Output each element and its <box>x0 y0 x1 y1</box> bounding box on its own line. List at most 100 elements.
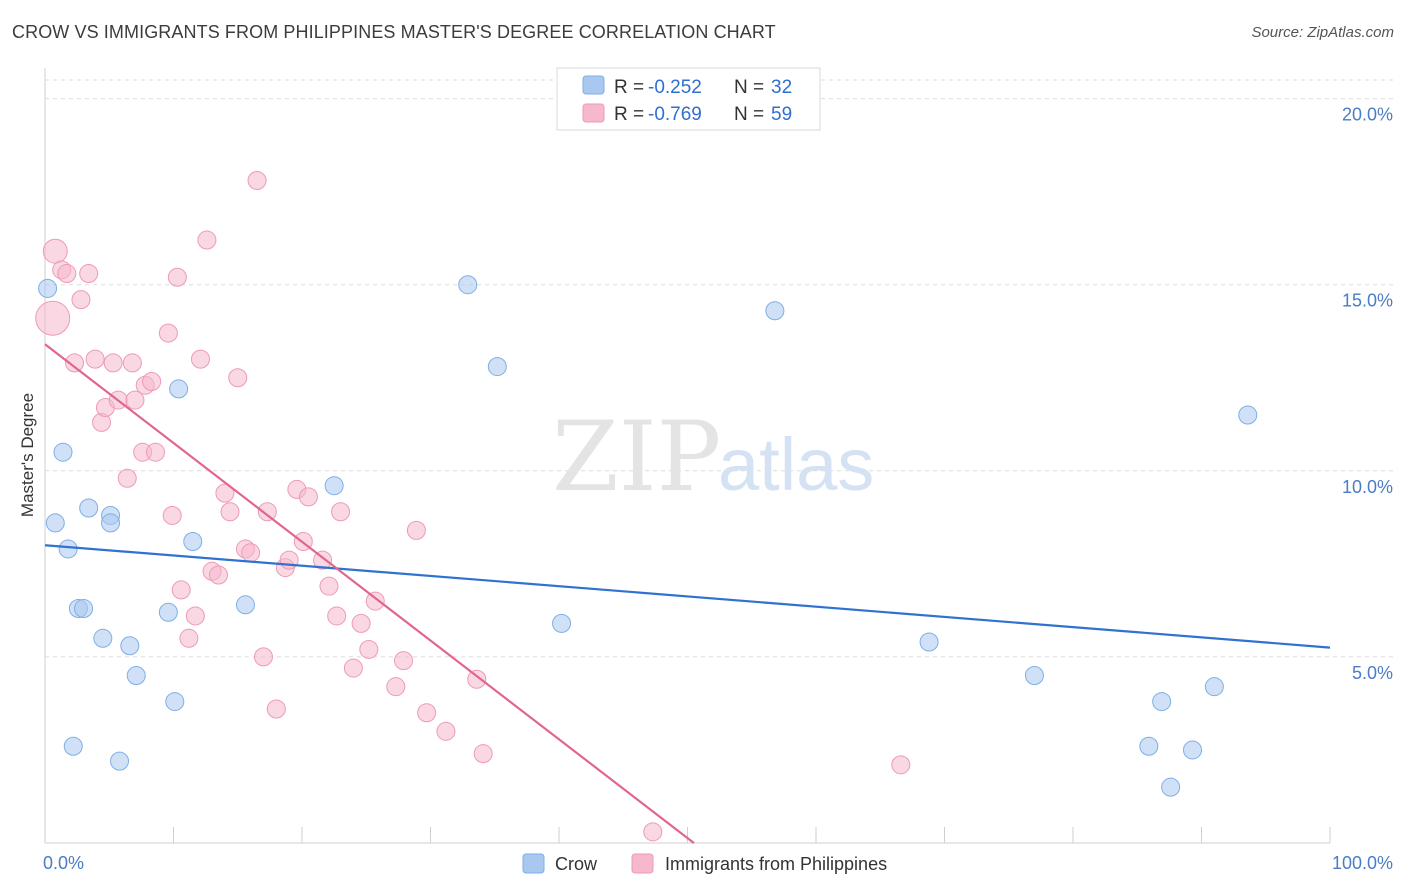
point-s1-10 <box>103 353 123 373</box>
series-legend-label-crow: Crow <box>555 854 598 874</box>
point-s1-23 <box>179 628 199 648</box>
point-s1-5 <box>71 290 91 310</box>
point-s1-22 <box>171 580 191 600</box>
watermark-atlas: atlas <box>718 423 874 506</box>
point-s1-49 <box>359 639 379 659</box>
y-tick-label-3: 20.0% <box>1342 105 1393 125</box>
series-legend-swatch-philippines <box>631 853 654 874</box>
point-s1-6 <box>79 264 99 284</box>
point-s1-14 <box>125 390 145 410</box>
point-s1-18 <box>146 442 166 462</box>
point-s1-57 <box>473 744 493 764</box>
point-s0-12 <box>120 636 140 656</box>
point-s0-27 <box>1152 692 1172 712</box>
point-s1-45 <box>327 606 347 626</box>
point-s0-30 <box>1204 677 1224 697</box>
watermark-zip: ZIP <box>552 401 721 513</box>
point-s0-11 <box>110 751 130 771</box>
point-s0-20 <box>458 275 478 295</box>
point-s0-25 <box>1024 666 1044 686</box>
chart-title: CROW VS IMMIGRANTS FROM PHILIPPINES MAST… <box>12 22 776 42</box>
point-s1-52 <box>394 651 414 671</box>
point-s0-19 <box>324 476 344 496</box>
point-s1-58 <box>643 822 663 842</box>
y-axis-label: Master's Degree <box>18 393 37 517</box>
point-s0-2 <box>53 442 73 462</box>
y-tick-label-0: 5.0% <box>1352 663 1393 683</box>
point-s1-26 <box>197 230 217 250</box>
point-s0-7 <box>79 498 99 518</box>
point-s0-0 <box>38 278 58 298</box>
trend-line-s0 <box>44 544 1331 649</box>
point-s1-47 <box>343 658 363 678</box>
gridlines <box>45 79 1393 658</box>
point-s1-7 <box>85 349 105 369</box>
point-s0-18 <box>235 595 255 615</box>
legend-n-label-philippines: N = <box>734 104 764 125</box>
point-s1-12 <box>117 468 137 488</box>
point-s1-29 <box>215 483 235 503</box>
point-s1-21 <box>167 267 187 287</box>
legend-n-value-crow: 32 <box>771 77 792 98</box>
point-s1-42 <box>298 487 318 507</box>
point-s1-20 <box>162 505 182 525</box>
point-s1-13 <box>122 353 142 373</box>
point-s1-44 <box>319 576 339 596</box>
point-s1-54 <box>417 703 437 723</box>
legend-r-label-philippines: R = <box>614 104 644 125</box>
legend-n-label-crow: N = <box>734 77 764 98</box>
point-s0-6 <box>74 599 94 619</box>
point-s1-56 <box>467 669 487 689</box>
point-s1-4 <box>65 353 85 373</box>
point-s0-3 <box>58 539 78 559</box>
legend-n-value-philippines: 59 <box>771 104 792 125</box>
point-s1-24 <box>185 606 205 626</box>
x-tick-label-0: 0.0% <box>43 853 84 873</box>
legend-r-value-crow: -0.252 <box>648 77 702 98</box>
trend-lines <box>44 343 1331 844</box>
point-s0-17 <box>183 532 203 552</box>
point-s0-22 <box>552 613 572 633</box>
legend-swatch-crow <box>582 75 605 95</box>
axes <box>44 68 1331 844</box>
point-s0-10 <box>101 513 121 533</box>
point-s1-0 <box>35 300 71 336</box>
point-s1-59 <box>891 755 911 775</box>
legend-r-label-crow: R = <box>614 77 644 98</box>
point-s0-21 <box>487 357 507 377</box>
point-s1-39 <box>279 550 299 570</box>
point-s1-3 <box>57 264 77 284</box>
legend-r-value-philippines: -0.769 <box>648 104 702 125</box>
point-s1-19 <box>158 323 178 343</box>
tick-labels: 5.0% 10.0% 15.0% 20.0% 0.0% 100.0% <box>43 105 1393 873</box>
y-tick-label-2: 15.0% <box>1342 291 1393 311</box>
point-s1-37 <box>266 699 286 719</box>
point-s0-14 <box>158 602 178 622</box>
point-s0-28 <box>1161 777 1181 797</box>
point-s1-25 <box>190 349 210 369</box>
series-legend-label-philippines: Immigrants from Philippines <box>665 854 887 874</box>
point-s0-23 <box>765 301 785 321</box>
point-s1-17 <box>142 371 162 391</box>
point-s0-29 <box>1183 740 1203 760</box>
point-s1-50 <box>365 591 385 611</box>
point-s1-33 <box>241 543 261 563</box>
point-s0-26 <box>1139 736 1159 756</box>
point-s1-55 <box>436 721 456 741</box>
x-tick-label-1: 100.0% <box>1332 853 1393 873</box>
point-s1-35 <box>253 647 273 667</box>
point-s1-36 <box>257 502 277 522</box>
point-s1-1 <box>42 238 68 264</box>
point-s0-24 <box>919 632 939 652</box>
point-s1-30 <box>220 502 240 522</box>
correlation-legend: R = -0.252 N = 32 R = -0.769 N = 59 <box>556 67 821 131</box>
point-s1-34 <box>247 170 267 190</box>
point-s0-4 <box>63 736 83 756</box>
source-attribution: Source: ZipAtlas.com <box>1251 24 1394 41</box>
point-s1-53 <box>406 520 426 540</box>
y-tick-label-1: 10.0% <box>1342 477 1393 497</box>
watermark: ZIP atlas <box>552 401 874 513</box>
point-s0-16 <box>169 379 189 399</box>
point-s0-1 <box>45 513 65 533</box>
